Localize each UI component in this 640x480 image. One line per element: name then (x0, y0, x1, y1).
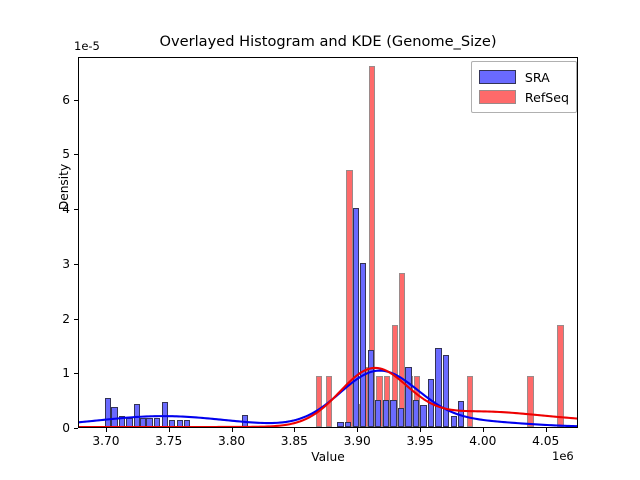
histogram-bar (367, 350, 374, 427)
legend-label-refseq: RefSeq (524, 89, 569, 105)
x-tick-label: 3.80 (217, 434, 246, 448)
x-tick-mark (294, 428, 296, 432)
legend-item-sra: SRA (478, 67, 569, 87)
x-tick-label: 4.00 (469, 434, 497, 448)
histogram-bar (443, 354, 450, 427)
histogram-bar (527, 375, 534, 427)
x-tick-label: 3.70 (92, 434, 120, 448)
histogram-bar (458, 400, 465, 427)
x-tick-mark (105, 428, 107, 432)
x-tick-label: 3.90 (343, 434, 371, 448)
y-axis-offset-text: 1e-5 (74, 39, 100, 53)
y-tick-label: 5 (62, 147, 70, 162)
histogram-bar (352, 208, 359, 427)
histogram-bar (420, 405, 427, 427)
histogram-bar (435, 347, 442, 427)
y-tick-label: 3 (62, 256, 70, 271)
histogram-bar (450, 416, 457, 427)
y-tick-label: 0 (62, 421, 70, 435)
histogram-bar (427, 378, 435, 427)
x-tick-mark (357, 428, 359, 432)
y-tick-mark (74, 428, 78, 429)
x-axis-label: Value (311, 450, 345, 464)
y-tick-label: 4 (62, 202, 70, 217)
x-tick-mark (231, 428, 233, 432)
histogram-bar (382, 399, 389, 427)
y-tick-mark (74, 263, 78, 265)
histogram-bar (337, 421, 344, 427)
histogram-bar (161, 401, 168, 427)
x-tick-label: 4.05 (532, 434, 560, 448)
histogram-bar (405, 366, 412, 427)
histogram-bar (397, 408, 405, 427)
x-tick-mark (482, 428, 484, 432)
histogram-bar (126, 417, 133, 427)
kde-curves (79, 366, 577, 427)
x-tick-mark (420, 428, 422, 432)
histogram-bar (466, 375, 474, 427)
histogram-bar (375, 399, 382, 427)
histogram-bar (146, 418, 153, 427)
legend-swatch-refseq (478, 90, 516, 104)
histogram-bar (184, 419, 191, 427)
x-tick-label: 3.95 (406, 434, 434, 448)
y-tick-mark (74, 99, 78, 101)
histogram-bar (176, 419, 183, 427)
histogram-bar (412, 399, 420, 427)
y-axis-label: Density (57, 163, 71, 211)
x-tick-label: 3.85 (280, 434, 308, 448)
chart-title: Overlayed Histogram and KDE (Genome_Size… (159, 33, 497, 50)
legend-item-refseq: RefSeq (478, 87, 569, 107)
y-tick-label: 6 (62, 92, 70, 107)
plot-clip (79, 58, 577, 427)
histogram-bar (118, 416, 126, 427)
y-tick-label: 1 (62, 366, 70, 381)
y-tick-mark (74, 373, 78, 375)
histogram-bar (241, 414, 249, 427)
histogram-bar (154, 418, 161, 427)
histogram-bar (360, 262, 367, 427)
x-axis-offset-text: 1e6 (552, 449, 574, 463)
histogram-bar (316, 375, 323, 427)
plot-area: SRA RefSeq (78, 57, 578, 428)
legend-label-sra: SRA (524, 69, 550, 85)
y-tick-mark (74, 318, 78, 320)
x-tick-mark (545, 428, 547, 432)
histogram-bar (345, 421, 352, 427)
y-tick-label: 2 (62, 311, 70, 326)
histogram-bar (111, 407, 118, 427)
y-tick-mark (74, 209, 78, 211)
histogram-bar (169, 419, 176, 427)
histogram-bar (390, 399, 397, 427)
y-tick-mark (74, 154, 78, 156)
histogram-bar (557, 324, 564, 427)
x-tick-label: 3.75 (155, 434, 183, 448)
histogram-bar (326, 375, 333, 427)
x-tick-mark (168, 428, 170, 432)
chart-legend[interactable]: SRA RefSeq (470, 61, 577, 113)
legend-swatch-sra (478, 70, 516, 84)
